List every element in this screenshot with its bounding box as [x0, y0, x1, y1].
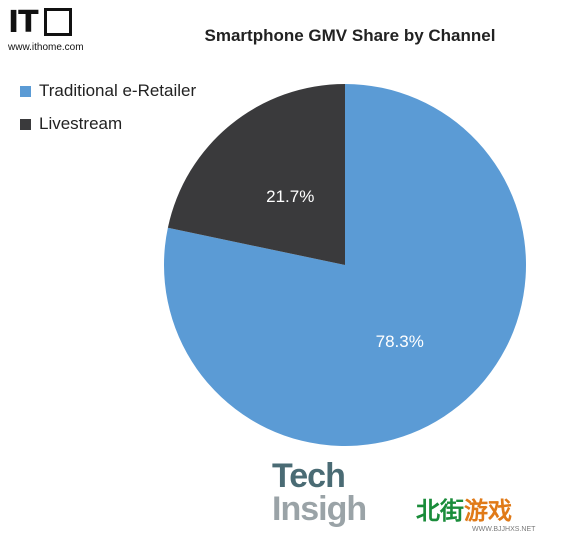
pie-label-traditional: 78.3% [376, 332, 424, 351]
game-site-name-orange: 游戏 [464, 498, 512, 525]
tech-word: Tech [272, 457, 346, 495]
insight-word: Insigh [272, 490, 367, 528]
pie-label-livestream: 21.7% [266, 187, 314, 206]
legend-label-livestream: Livestream [39, 114, 123, 133]
ithome-logo: IT www.ithome.com [8, 5, 118, 54]
chart-legend: Traditional e-Retailer Livestream [20, 80, 196, 146]
ithome-logo-text: IT [8, 5, 39, 40]
techinsights-watermark: Tech Insigh [272, 457, 392, 530]
chart-title: Smartphone GMV Share by Channel [204, 26, 496, 45]
legend-swatch-traditional [20, 85, 31, 97]
legend-item-livestream: Livestream [20, 113, 196, 135]
game-site-watermark: 北街游戏 WWW.BJJHXS.NET [416, 498, 576, 540]
game-site-url: WWW.BJJHXS.NET [472, 526, 536, 533]
legend-item-traditional: Traditional e-Retailer [20, 80, 196, 102]
legend-swatch-livestream [20, 118, 31, 130]
legend-label-traditional: Traditional e-Retailer [39, 81, 197, 100]
ithome-logo-mark: IT [8, 5, 118, 40]
pie-slice-livestream [167, 84, 345, 265]
game-site-name: 北街游戏 [416, 498, 576, 526]
ithome-url: www.ithome.com [8, 42, 84, 53]
game-site-name-green: 北街 [416, 498, 464, 525]
ithome-logo-glyph-icon [43, 7, 72, 36]
